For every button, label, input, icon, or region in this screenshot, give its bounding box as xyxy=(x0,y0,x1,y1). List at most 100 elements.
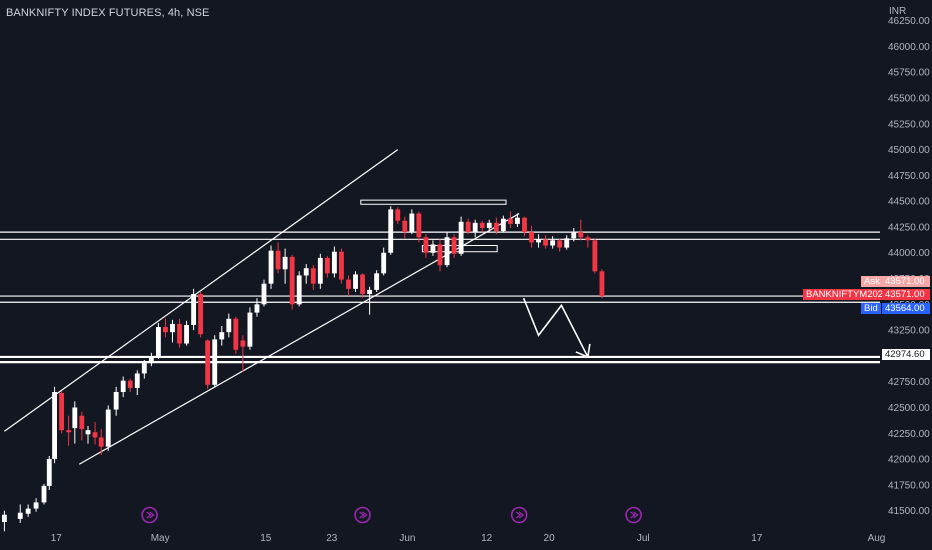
event-markers xyxy=(141,506,642,524)
candle-body xyxy=(141,363,147,374)
last-price-tag: 43571.00 xyxy=(882,289,930,300)
currency-label: INR xyxy=(889,6,907,17)
ask-label-tag: Ask xyxy=(861,276,883,287)
candle-body xyxy=(275,250,281,270)
x-tick-label: 17 xyxy=(751,533,763,544)
y-tick-label: 44000.00 xyxy=(888,248,930,259)
x-tick-label: Aug xyxy=(868,533,886,544)
y-tick-label: 45500.00 xyxy=(888,94,930,105)
candle-body xyxy=(79,415,85,430)
candle-body xyxy=(219,332,225,340)
bid-price-tag: 43564.00 xyxy=(882,303,930,314)
candles-layer xyxy=(1,206,605,532)
candle-body xyxy=(472,222,478,233)
chart-title: BANKNIFTY INDEX FUTURES, 4h, NSE xyxy=(6,7,210,19)
x-tick-label: Jun xyxy=(399,533,415,544)
event-marker-icon xyxy=(354,506,371,524)
x-axis: 17 May 15 23 Jun 12 20 Jul 17 Aug xyxy=(51,533,886,544)
candle-body xyxy=(430,244,436,253)
x-tick-label: 15 xyxy=(260,533,272,544)
candle-body xyxy=(254,304,260,313)
candle-body xyxy=(339,251,344,280)
ask-price-tag: 43571.00 xyxy=(882,276,930,287)
candle-body xyxy=(46,459,52,486)
candle-body xyxy=(233,318,239,350)
y-tick-label: 42250.00 xyxy=(888,429,930,440)
candle-body xyxy=(52,392,57,460)
candle-body xyxy=(444,237,450,266)
candle-body xyxy=(92,432,98,438)
candle-body xyxy=(289,256,295,305)
event-marker-icon xyxy=(141,506,158,524)
level-price-tag: 42974.60 xyxy=(882,349,930,360)
y-tick-label: 44750.00 xyxy=(888,171,930,182)
candle-body xyxy=(134,373,140,388)
candle-body xyxy=(500,218,506,232)
y-tick-label: 45000.00 xyxy=(888,145,930,156)
candle-body xyxy=(479,222,485,228)
candle-body xyxy=(163,327,168,333)
candle-body xyxy=(507,218,513,224)
event-marker-icon xyxy=(625,506,642,524)
candle-body xyxy=(212,339,218,385)
event-marker-glyph xyxy=(146,511,155,519)
projection-arrowhead xyxy=(575,343,591,359)
drawing-overlays xyxy=(0,149,880,465)
candle-body xyxy=(59,393,65,431)
candle-body xyxy=(395,209,401,221)
candle-body xyxy=(184,324,189,344)
y-tick-label: 45250.00 xyxy=(888,119,930,130)
candle-body xyxy=(451,237,457,254)
y-tick-label: 41500.00 xyxy=(888,506,930,517)
candle-body xyxy=(388,209,394,253)
y-tick-label: 43250.00 xyxy=(888,326,930,337)
y-tick-label: 42500.00 xyxy=(888,403,930,414)
y-tick-label: 42750.00 xyxy=(888,377,930,388)
x-tick-label: May xyxy=(151,533,170,544)
candle-body xyxy=(170,323,175,333)
candle-body xyxy=(543,239,549,246)
candle-body xyxy=(529,232,534,243)
symbol-tag[interactable]: BANKNIFTYM2023 xyxy=(803,289,892,300)
x-tick-label: Jul xyxy=(637,533,650,544)
candle-body xyxy=(155,327,161,357)
candle-body xyxy=(353,274,358,289)
y-tick-label: 44500.00 xyxy=(888,197,930,208)
x-tick-label: 23 xyxy=(326,533,338,544)
candle-body xyxy=(423,237,429,253)
candle-body xyxy=(402,220,408,233)
candle-body xyxy=(592,240,598,272)
candle-body xyxy=(41,485,47,503)
candle-body xyxy=(346,279,351,289)
x-tick-label: 17 xyxy=(51,533,63,544)
event-marker-glyph xyxy=(515,511,525,519)
x-tick-label: 20 xyxy=(544,533,556,544)
candle-body xyxy=(72,407,78,429)
candle-body xyxy=(585,237,591,241)
candle-body xyxy=(1,514,7,522)
candle-body xyxy=(105,409,111,447)
candle-body xyxy=(303,268,309,276)
candle-body xyxy=(458,221,464,254)
candle-body xyxy=(205,340,211,385)
candle-body xyxy=(296,275,302,305)
candle-body xyxy=(120,380,126,393)
y-tick-label: 44250.00 xyxy=(888,222,930,233)
candle-body xyxy=(247,312,253,347)
event-marker-glyph xyxy=(359,511,368,519)
bid-label-tag: Bid xyxy=(861,303,881,314)
candle-body xyxy=(98,437,104,447)
y-tick-label: 41750.00 xyxy=(888,480,930,491)
event-marker-glyph xyxy=(630,511,639,519)
candle-body xyxy=(536,239,541,243)
candle-body xyxy=(374,273,380,290)
candle-body xyxy=(85,430,91,435)
candle-body xyxy=(578,232,584,238)
candle-body xyxy=(226,318,232,333)
top-range-box xyxy=(360,199,507,205)
candle-body xyxy=(33,502,39,509)
candle-body xyxy=(465,221,471,233)
candle-body xyxy=(191,294,197,325)
candle-body xyxy=(564,238,570,248)
